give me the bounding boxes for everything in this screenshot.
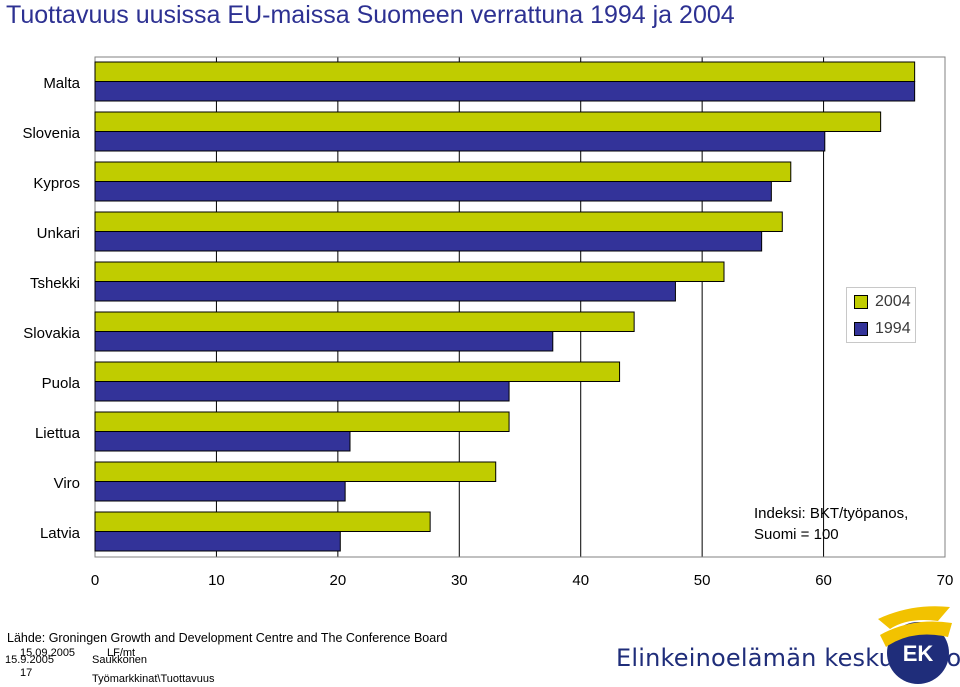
legend: 2004 1994 [846, 287, 916, 343]
file-path: Työmarkkinat\Tuottavuus [92, 673, 215, 685]
bar-2004-liettua [94, 411, 510, 432]
plot-area [94, 56, 946, 558]
category-label-slovenia: Slovenia [22, 125, 80, 142]
bar-2004-malta [94, 61, 916, 82]
footer-author: Saukkonen [92, 654, 148, 666]
bar-1994-puola [94, 381, 510, 402]
category-label-tshekki: Tshekki [30, 275, 80, 292]
footer-date-short: 15.9.2005 [5, 654, 54, 666]
bar-chart: Malta Slovenia Kypros Unkari Tshekki Slovakia… [22, 56, 954, 589]
category-label-viro: Viro [54, 475, 80, 492]
bar-1994-latvia [94, 531, 341, 552]
bar-1994-unkari [94, 231, 763, 252]
bar-1994-viro [94, 481, 346, 502]
bar-2004-slovenia [94, 111, 882, 132]
footer-initials: LF/mt [107, 647, 136, 659]
footer-date: 15.09.2005 [20, 647, 76, 659]
x-tick-label-30: 30 [451, 572, 468, 589]
x-tick-label-0: 0 [91, 572, 99, 589]
x-tick-label-60: 60 [815, 572, 832, 589]
x-tick-label-10: 10 [208, 572, 225, 589]
bar-1994-liettua [94, 431, 351, 452]
x-tick-label-40: 40 [572, 572, 589, 589]
source-note: Lähde: Groningen Growth and Development … [7, 631, 448, 645]
chart-title: Tuottavuus uusissa EU-maissa Suomeen ver… [6, 1, 735, 29]
annotation-line-2: Suomi = 100 [754, 526, 839, 543]
legend-item-2004: 2004 [854, 291, 911, 313]
category-label-slovakia: Slovakia [23, 325, 80, 342]
bar-2004-unkari [94, 211, 783, 232]
ek-logo-icon: EK [878, 606, 952, 684]
legend-item-1994: 1994 [854, 318, 911, 340]
category-label-unkari: Unkari [37, 225, 80, 242]
legend-label-1994: 1994 [875, 320, 911, 337]
legend-swatch-1994 [854, 322, 868, 336]
bar-1994-slovenia [94, 131, 826, 152]
bar-2004-tshekki [94, 261, 725, 282]
index-annotation: Indeksi: BKT/työpanos, Suomi = 100 [754, 503, 908, 545]
bar-1994-kypros [94, 181, 772, 202]
category-label-puola: Puola [42, 375, 81, 392]
bar-1994-slovakia [94, 331, 554, 352]
annotation-line-1: Indeksi: BKT/työpanos, [754, 505, 909, 522]
bar-2004-slovakia [94, 311, 635, 332]
category-label-liettua: Liettua [35, 425, 81, 442]
ek-logo-letters: EK [903, 641, 934, 666]
legend-label-2004: 2004 [875, 293, 911, 310]
bar-1994-malta [94, 81, 916, 102]
bar-2004-latvia [94, 511, 431, 532]
category-label-kypros: Kypros [33, 175, 80, 192]
bar-2004-viro [94, 461, 497, 482]
legend-swatch-2004 [854, 295, 868, 309]
x-tick-label-20: 20 [330, 572, 347, 589]
page-number: 17 [20, 667, 33, 679]
bar-2004-kypros [94, 161, 792, 182]
bar-1994-tshekki [94, 281, 676, 302]
x-tick-label-70: 70 [937, 572, 954, 589]
bar-2004-puola [94, 361, 621, 382]
category-label-malta: Malta [43, 75, 80, 92]
category-label-latvia: Latvia [40, 525, 81, 542]
x-tick-label-50: 50 [694, 572, 711, 589]
